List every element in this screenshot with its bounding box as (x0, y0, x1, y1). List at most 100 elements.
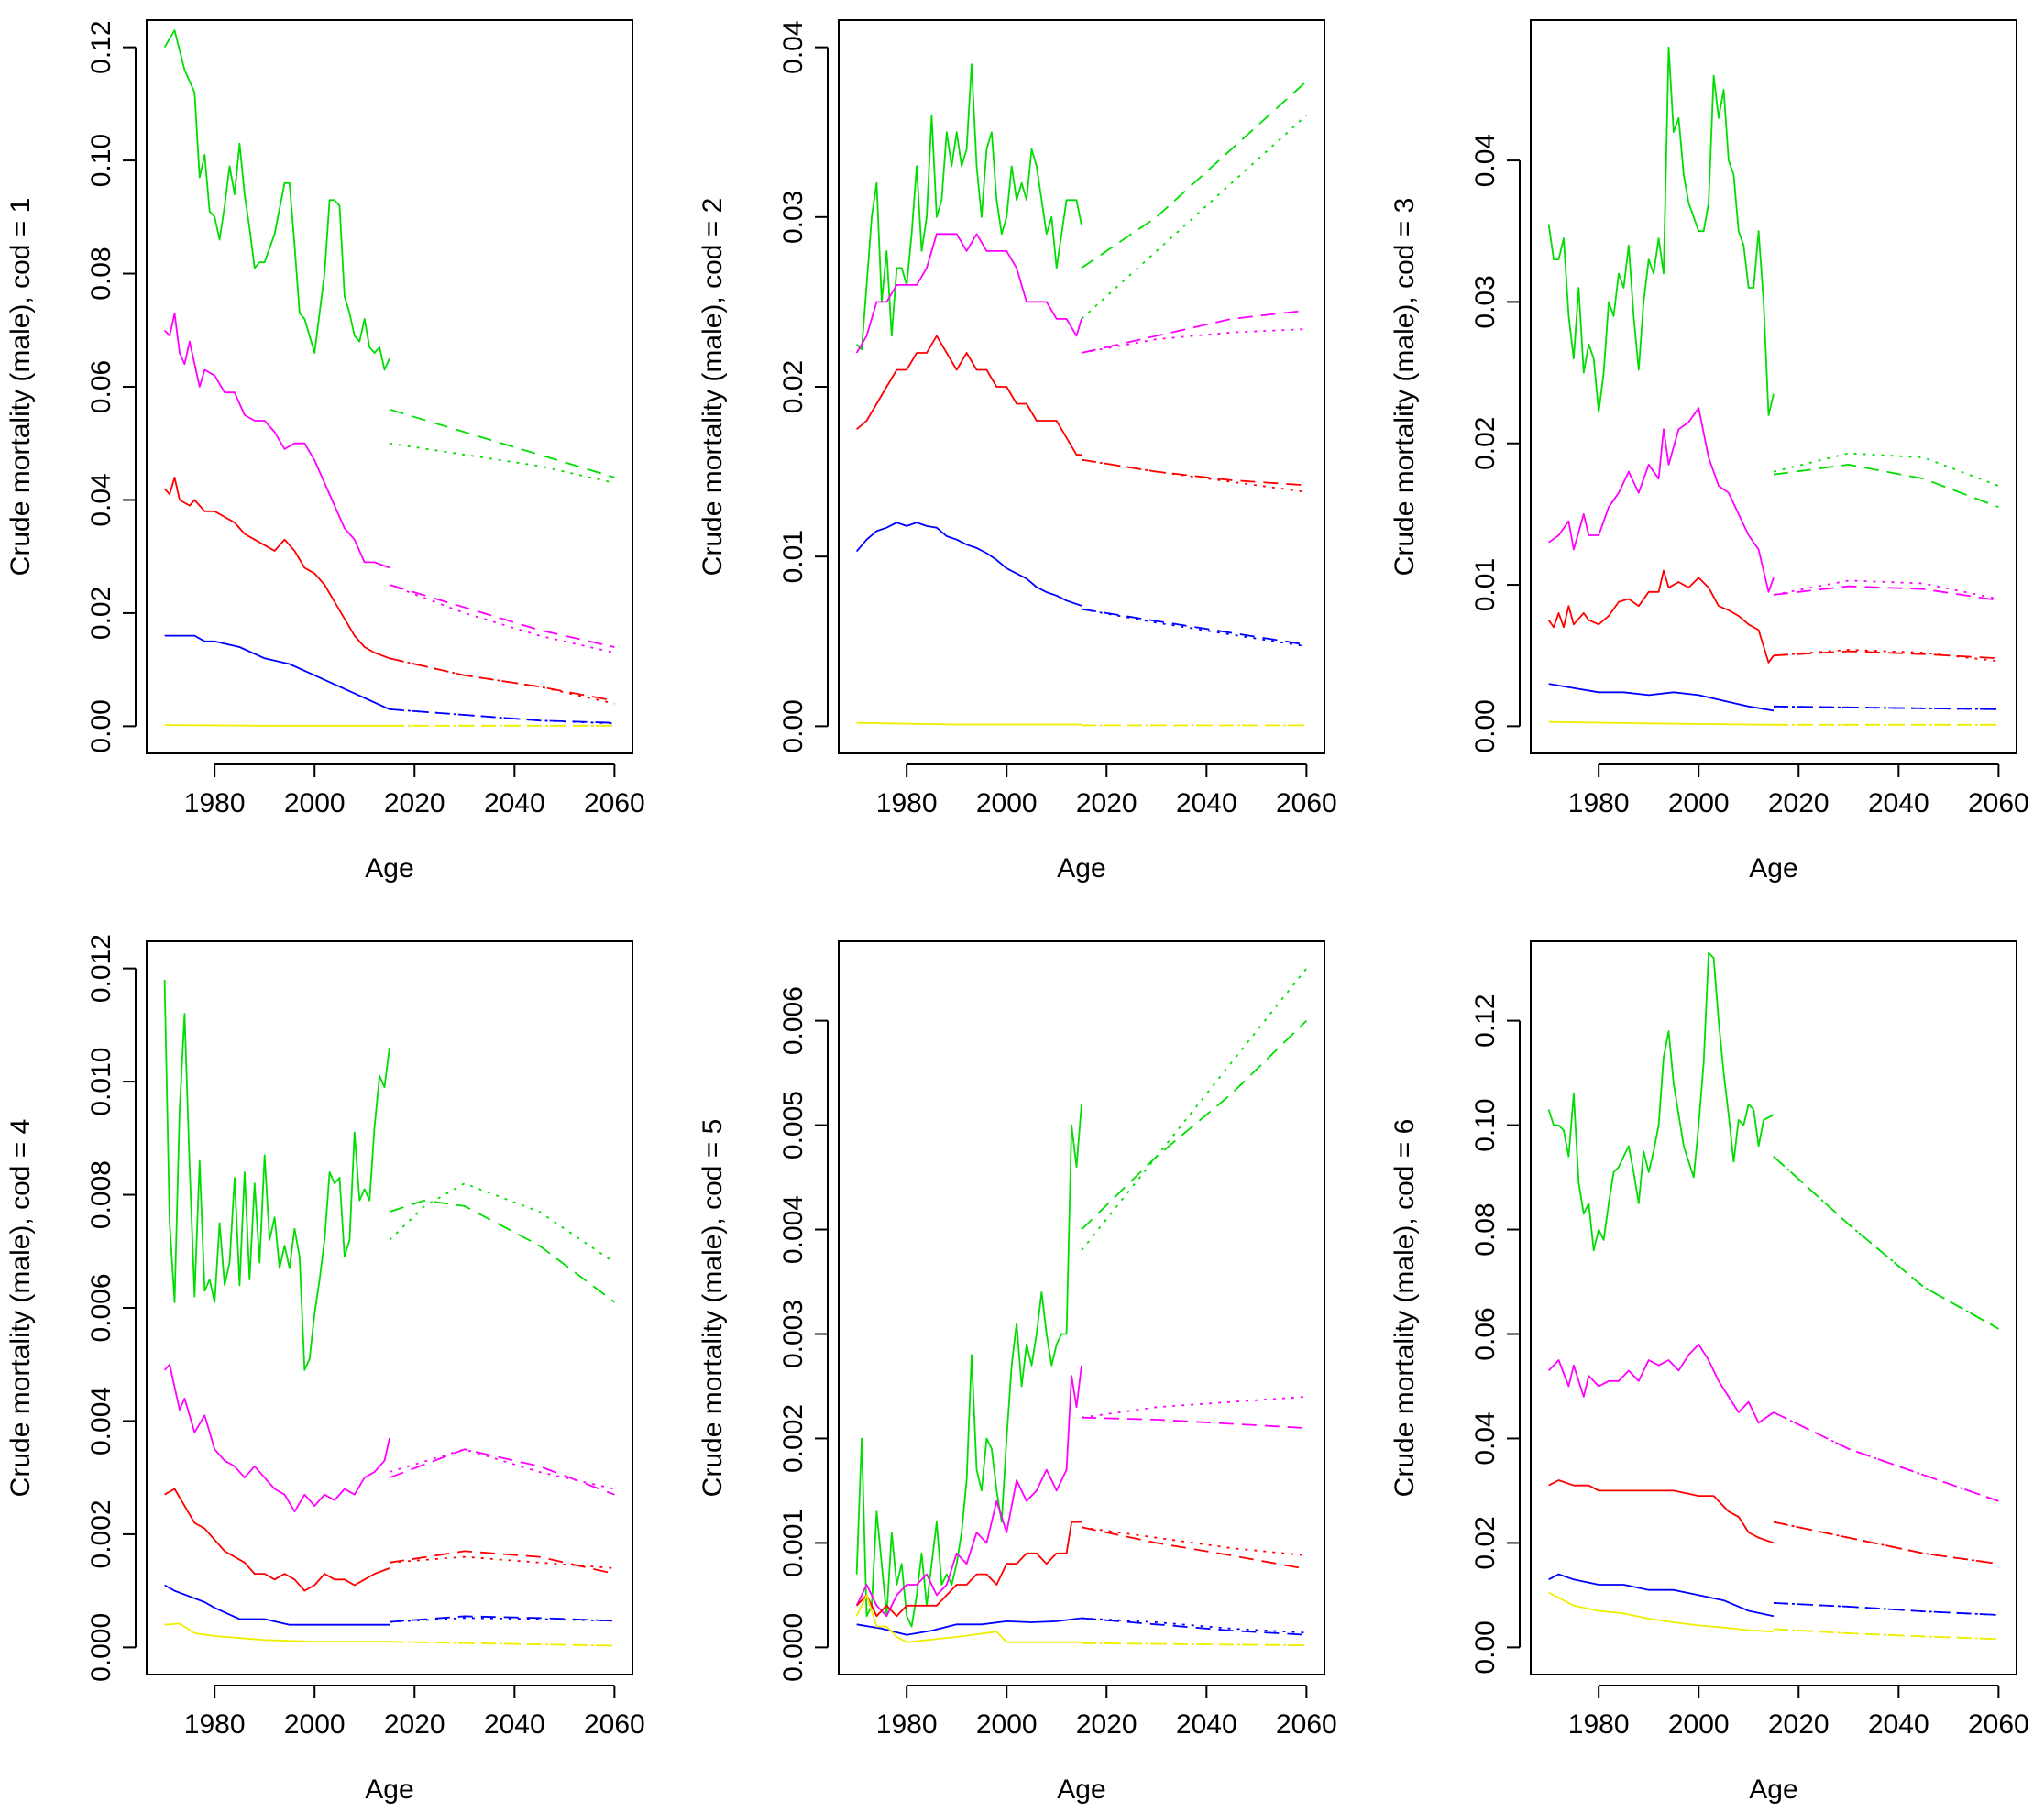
series-line-observed (163, 979, 390, 1371)
series-line-observed (1547, 46, 1775, 416)
x-tick-label: 2060 (1968, 1709, 2029, 1740)
series-line-forecast-dashed (1081, 309, 1307, 354)
x-axis-title: Age (365, 853, 413, 884)
y-tick-label: 0.010 (86, 1048, 116, 1116)
series-line-forecast-dotted (1773, 452, 1999, 487)
series-line-observed (1548, 1479, 1775, 1544)
y-tick-label: 0.02 (1470, 1516, 1500, 1569)
y-tick-label: 0.06 (1470, 1307, 1500, 1360)
x-tick-label: 2000 (284, 1709, 346, 1740)
series-line-forecast-dotted (1081, 1396, 1307, 1419)
chart-panel-6: 1980 2000 2020 2040 2060 0.00 0.02 0.04 0.06 0.08… (1390, 940, 2029, 1805)
series-line-forecast-dotted (1773, 1411, 1999, 1502)
series-line-forecast-dashed (389, 584, 615, 648)
y-tick-label: 0.03 (778, 191, 808, 244)
y-tick-label: 0.04 (778, 20, 808, 73)
x-tick-label: 2040 (1868, 1709, 1929, 1740)
x-tick-label: 2020 (1768, 1709, 1830, 1740)
y-tick-label: 0.006 (86, 1273, 116, 1342)
x-tick-label: 1980 (1568, 1709, 1630, 1740)
x-tick-label: 2040 (484, 788, 545, 818)
series-line-forecast-dotted (1773, 1602, 1999, 1616)
series-line-observed (1547, 1344, 1775, 1424)
series-line-forecast-dotted (389, 1617, 615, 1623)
plot-frame (838, 19, 1325, 754)
x-axis-title: Age (1749, 853, 1797, 884)
series-line-forecast-dashed (1773, 1411, 1999, 1502)
y-tick-label: 0.04 (1470, 134, 1500, 187)
x-tick-label: 1980 (876, 788, 938, 818)
series-line-forecast-dashed (389, 1550, 615, 1575)
series-line-forecast-dotted (1081, 968, 1308, 1251)
series-line-forecast-dotted (1773, 1156, 1999, 1330)
y-tick-label: 0.001 (778, 1509, 808, 1577)
y-axis-title: Crude mortality (male), cod = 1 (5, 198, 36, 577)
x-tick-label: 2020 (1768, 788, 1830, 818)
series-line-observed (1548, 683, 1775, 712)
y-tick-label: 0.00 (778, 699, 808, 752)
plot-frame (146, 19, 633, 754)
y-tick-label: 0.00 (86, 699, 116, 752)
y-tick-label: 0.00 (1470, 1620, 1500, 1674)
series-line-forecast-dotted (389, 584, 615, 653)
y-axis-title: Crude mortality (male), cod = 6 (1390, 1119, 1420, 1498)
x-tick-label: 1980 (184, 788, 246, 818)
series-line-forecast-dashed (1081, 458, 1307, 487)
y-tick-label: 0.002 (778, 1404, 808, 1473)
chart-panel-1: 1980 2000 2020 2040 2060 0.00 0.02 0.04 0.06 0.08… (5, 19, 645, 884)
y-tick-label: 0.10 (1470, 1098, 1500, 1151)
y-tick-label: 0.000 (86, 1613, 116, 1682)
series-line-forecast-dotted (1773, 649, 1999, 663)
x-tick-label: 2040 (484, 1709, 545, 1740)
x-tick-label: 2020 (1076, 1709, 1137, 1740)
y-tick-label: 0.03 (1470, 275, 1500, 328)
plot-frame (1530, 940, 2017, 1675)
series-line-forecast-dotted (389, 1182, 615, 1264)
series-line-forecast-dashed (389, 1615, 615, 1623)
series-line-observed (163, 1363, 390, 1513)
series-line-observed (855, 522, 1082, 607)
series-line-forecast-dashed (1773, 650, 1999, 660)
x-tick-label: 2060 (584, 788, 645, 818)
series-line-forecast-dashed (389, 1448, 615, 1496)
y-tick-label: 0.006 (778, 986, 808, 1055)
y-tick-label: 0.12 (86, 20, 116, 73)
x-tick-label: 2000 (1668, 1709, 1730, 1740)
series-line-forecast-dashed (1081, 81, 1308, 269)
series-line-forecast-dotted (1773, 579, 1999, 600)
series-line-forecast-dotted (389, 1641, 615, 1647)
chart-panel-3: 1980 2000 2020 2040 2060 0.00 0.01 0.02 0.03 0.04… (1390, 19, 2029, 884)
series-line-forecast-dashed (1081, 608, 1307, 646)
x-tick-label: 2000 (976, 788, 1038, 818)
series-line-forecast-dashed (389, 408, 615, 478)
y-tick-label: 0.08 (1470, 1203, 1500, 1256)
x-tick-label: 2020 (1076, 788, 1137, 818)
series-line-observed (163, 476, 390, 660)
x-axis-title: Age (1057, 853, 1105, 884)
series-line-forecast-dashed (389, 657, 615, 702)
y-tick-label: 0.06 (86, 360, 116, 413)
chart-panel-5: 1980 2000 2020 2040 2060 0.000 0.001 0.002 0.003… (698, 940, 1337, 1805)
y-axis-title: Crude mortality (male), cod = 4 (5, 1119, 36, 1498)
series-line-observed (163, 29, 390, 371)
x-axis-title: Age (1749, 1774, 1797, 1805)
series-line-forecast-dotted (389, 1555, 615, 1569)
x-tick-label: 2040 (1176, 788, 1237, 818)
series-line-observed (1547, 569, 1775, 664)
x-tick-label: 2040 (1176, 1709, 1237, 1740)
y-tick-label: 0.008 (86, 1160, 116, 1229)
series-line-forecast-dotted (1081, 115, 1308, 320)
series-line-forecast-dashed (1081, 1526, 1307, 1570)
x-tick-label: 1980 (876, 1709, 938, 1740)
y-tick-label: 0.08 (86, 247, 116, 300)
chart-panel-2: 1980 2000 2020 2040 2060 0.00 0.01 0.02 0.03 0.04… (698, 19, 1337, 884)
y-tick-label: 0.012 (86, 934, 116, 1003)
y-tick-label: 0.00 (1470, 699, 1500, 752)
y-tick-label: 0.04 (1470, 1411, 1500, 1465)
y-tick-label: 0.02 (86, 587, 116, 640)
series-line-observed (164, 1622, 390, 1643)
series-line-observed (1548, 1573, 1775, 1618)
series-line-observed (164, 1584, 390, 1626)
series-line-forecast-dotted (1773, 705, 1999, 710)
series-line-observed (164, 724, 390, 727)
